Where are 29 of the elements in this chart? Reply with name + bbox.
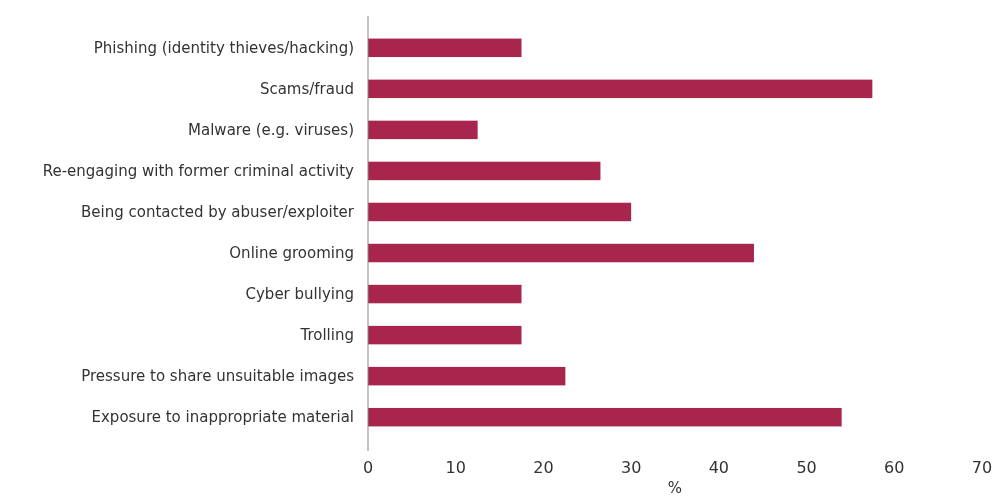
bar: [368, 325, 522, 345]
bar: [368, 79, 873, 99]
y-tick-label: Trolling: [299, 326, 354, 345]
bar: [368, 202, 632, 222]
bar: [368, 407, 842, 427]
x-tick-label: 0: [362, 458, 374, 477]
x-tick-label: 30: [620, 458, 642, 477]
y-tick-label: Being contacted by abuser/exploiter: [81, 203, 355, 222]
bar: [368, 366, 566, 386]
x-tick-label: 40: [708, 458, 730, 477]
x-tick-label: 20: [533, 458, 554, 477]
y-tick-label: Online grooming: [229, 244, 354, 263]
y-tick-label: Re-engaging with former criminal activity: [42, 162, 355, 181]
bar: [368, 161, 601, 181]
y-tick-label: Cyber bullying: [245, 285, 354, 304]
y-tick-label: Malware (e.g. viruses): [188, 121, 354, 140]
x-tick-label: 50: [796, 458, 817, 477]
bar: [368, 284, 522, 304]
y-tick-label: Scams/fraud: [259, 80, 354, 99]
x-axis-title: %: [667, 479, 683, 497]
x-tick-label: 70: [971, 458, 993, 477]
y-tick-label: Pressure to share unsuitable images: [81, 367, 355, 386]
x-tick-label: 10: [445, 458, 466, 477]
x-tick-label: 60: [884, 458, 905, 477]
bar: [368, 120, 478, 140]
y-tick-label: Phishing (identity thieves/hacking): [93, 39, 354, 58]
y-tick-label: Exposure to inappropriate material: [91, 408, 354, 427]
bar: [368, 243, 754, 263]
bar: [368, 38, 522, 58]
